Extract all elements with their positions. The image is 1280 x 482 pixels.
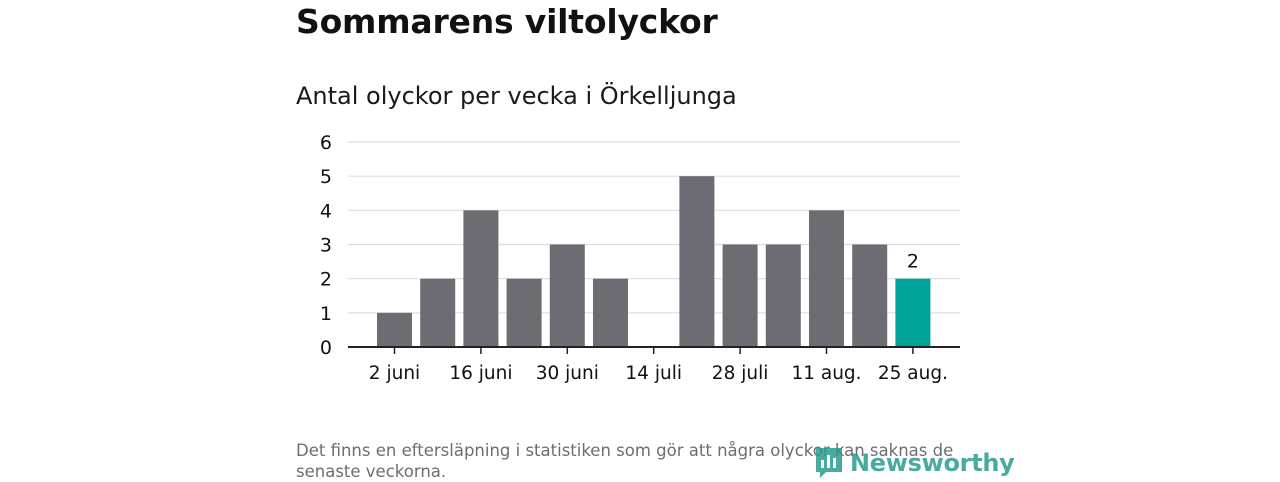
y-tick-label: 3: [320, 235, 332, 257]
bar: [463, 210, 499, 347]
bar-highlight: [895, 278, 931, 347]
x-tick-label: 2 juni: [369, 363, 420, 384]
x-tick-label: 25 aug.: [878, 363, 948, 384]
x-tick-label: 11 aug.: [791, 363, 861, 384]
y-tick-label: 4: [320, 200, 332, 222]
data-label: 2: [907, 251, 919, 273]
bar: [809, 210, 844, 347]
chart-title: Sommarens viltolyckor: [296, 2, 718, 41]
x-tick-label: 28 juli: [712, 363, 769, 384]
bar: [549, 244, 585, 347]
chart-subtitle: Antal olyckor per vecka i Örkelljunga: [296, 82, 737, 110]
y-tick-label: 1: [320, 303, 332, 325]
y-tick-label: 6: [320, 132, 332, 154]
bar: [420, 278, 456, 347]
newsworthy-logo: Newsworthy: [814, 446, 1015, 480]
x-tick-label: 14 juli: [625, 363, 682, 384]
y-tick-label: 0: [320, 337, 332, 359]
bar: [377, 312, 412, 347]
newsworthy-logo-text: Newsworthy: [850, 449, 1015, 477]
x-tick-label: 30 juni: [536, 363, 599, 384]
x-tick-label: 16 juni: [449, 363, 512, 384]
bar-chart: 0 1 2 3 4 5 6 2 2 juni 16 juni 30 juni 14 juli 28 ju…: [320, 132, 960, 384]
bar: [679, 176, 715, 347]
bar: [722, 244, 758, 347]
y-tick-label: 5: [320, 166, 332, 188]
bar: [852, 244, 888, 347]
bar: [593, 278, 628, 347]
bar: [765, 244, 801, 347]
footnote: Det finns en eftersläpning i statistiken…: [296, 441, 954, 481]
y-tick-label: 2: [320, 269, 332, 291]
newsworthy-logo-icon: [816, 448, 842, 478]
bar: [506, 278, 542, 347]
